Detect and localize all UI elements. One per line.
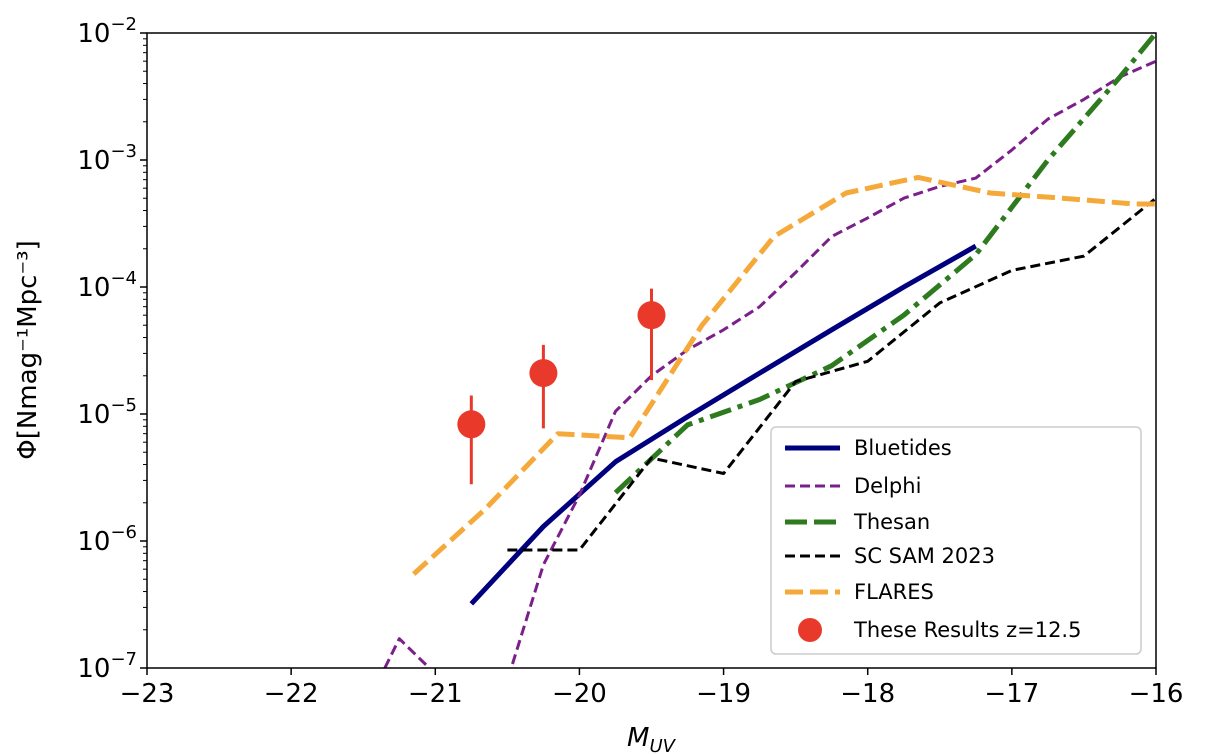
x-tick-label: −18 [840,679,895,709]
series-layer [383,33,1156,668]
data-point [529,359,558,388]
y-tick-label: 10−3 [77,141,137,176]
axis-ticks: −23 −22 −21 −20 −19 −18 −17 −16 10−7 10−6 10−5 10−4… [77,14,1183,709]
y-tick-label: 10−5 [77,395,137,430]
y-tick-label: 10−2 [77,14,137,49]
plot-frame [146,32,1157,669]
data-point [637,301,666,330]
x-tick-label: −21 [408,679,463,709]
y-tick-label: 10−4 [77,268,137,303]
x-axis-title: MUV [627,723,677,754]
x-tick-label: −20 [552,679,607,709]
y-tick-label: 10−7 [77,649,137,684]
series-line-sc-sam-2023 [507,197,1156,552]
data-points-layer [457,288,666,485]
x-tick-label: −19 [696,679,751,709]
legend-label-delphi: Delphi [854,474,921,498]
legend-label-bluetides: Bluetides [854,436,952,460]
y-axis-title: Φ[Nmag⁻¹Mpc⁻³] [13,240,43,460]
legend-label-results: These Results z=12.5 [853,618,1081,642]
series-line-thesan [613,33,1156,495]
legend-label-sc-sam: SC SAM 2023 [854,544,995,568]
legend-label-thesan: Thesan [853,510,930,534]
legend-marker-results [798,618,822,642]
series-line-flares [412,174,1156,576]
series-line-delphi [383,59,1156,668]
x-tick-label: −17 [984,679,1039,709]
series-line-bluetides [469,243,978,606]
x-tick-label: −22 [264,679,319,709]
data-point [457,410,486,439]
x-tick-label: −23 [120,679,175,709]
legend-box [770,426,1142,655]
y-tick-label: 10−6 [77,522,137,557]
x-tick-label: −16 [1129,679,1184,709]
legend: Bluetides Delphi Thesan SC SAM 2023 FLAR… [770,426,1142,655]
legend-label-flares: FLARES [854,580,934,604]
